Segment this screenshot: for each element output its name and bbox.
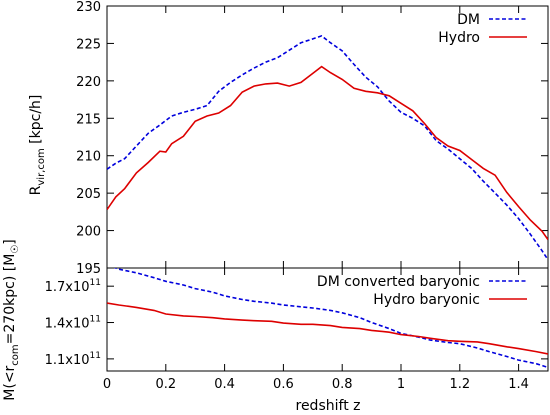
x-tick-label: 0.6 <box>273 377 294 392</box>
legend-label-hydro: Hydro <box>438 30 480 46</box>
bottom-panel-plot <box>107 268 548 369</box>
bottom-panel-legend: DM converted baryonic Hydro baryonic <box>317 274 527 308</box>
legend-label-hydro-baryonic: Hydro baryonic <box>373 292 480 308</box>
x-tick-label: 0.8 <box>332 377 353 392</box>
bottom-y-tick-label: 1.4x1011 <box>45 315 101 332</box>
top-panel-plot <box>107 35 548 261</box>
top-y-tick-label: 205 <box>76 187 101 202</box>
legend-label-dm: DM <box>457 12 480 28</box>
top-y-tick-label: 210 <box>76 150 101 165</box>
x-tick-label: 1 <box>397 377 405 392</box>
top-y-tick-label: 220 <box>76 75 101 90</box>
top-y-axis-title-unit: [kpc/h] <box>28 95 44 149</box>
y-tick-mantissa: 1.1x10 <box>45 353 90 368</box>
x-tick-label: 1.2 <box>449 377 470 392</box>
legend-label-dm-converted-baryonic: DM converted baryonic <box>317 274 480 290</box>
series-line-hydro <box>107 65 548 241</box>
y-tick-exponent: 11 <box>90 278 101 288</box>
bottom-y-axis-title-part-1: M(<r <box>2 365 18 400</box>
y-tick-exponent: 11 <box>90 351 101 361</box>
bottom-y-tick-label: 1.7x1011 <box>45 278 101 295</box>
bottom-y-axis-title-part-2: =270kpc) [M <box>2 254 18 345</box>
bottom-y-axis-title-subscript-com: com <box>10 344 21 365</box>
bottom-y-axis-title-sun-symbol: ☉ <box>10 245 21 254</box>
x-tick-label: 0.4 <box>214 377 235 392</box>
series-line-dm-converted-baryonic <box>113 268 548 369</box>
top-y-axis-title-subscript: vir,com <box>36 148 47 185</box>
y-tick-mantissa: 1.4x10 <box>45 317 90 332</box>
y-tick-exponent: 11 <box>90 315 101 325</box>
top-y-tick-label: 195 <box>76 262 101 277</box>
bottom-y-axis-title-part-3: ] <box>2 239 18 244</box>
top-y-axis-title: Rvir,com [kpc/h] <box>28 95 47 196</box>
x-tick-label: 1.4 <box>508 377 529 392</box>
top-y-axis-title-main: R <box>28 185 44 195</box>
bottom-panel-border <box>106 267 549 372</box>
top-y-tick-label: 230 <box>76 0 101 15</box>
top-panel-legend: DM Hydro <box>438 12 527 46</box>
series-line-hydro-baryonic <box>107 302 548 355</box>
top-y-tick-label: 225 <box>76 37 101 52</box>
x-tick-label: 0.2 <box>155 377 176 392</box>
y-tick-mantissa: 1.7x10 <box>45 280 90 295</box>
x-tick-label: 0 <box>103 377 111 392</box>
bottom-y-tick-label: 1.1x1011 <box>45 351 101 368</box>
top-y-tick-label: 215 <box>76 112 101 127</box>
top-y-tick-label: 200 <box>76 225 101 240</box>
x-axis-title: redshift z <box>296 398 361 414</box>
series-line-dm <box>107 35 548 261</box>
bottom-y-axis-title: M(<rcom=270kpc) [M☉] <box>2 239 21 400</box>
top-panel-border <box>106 5 549 269</box>
